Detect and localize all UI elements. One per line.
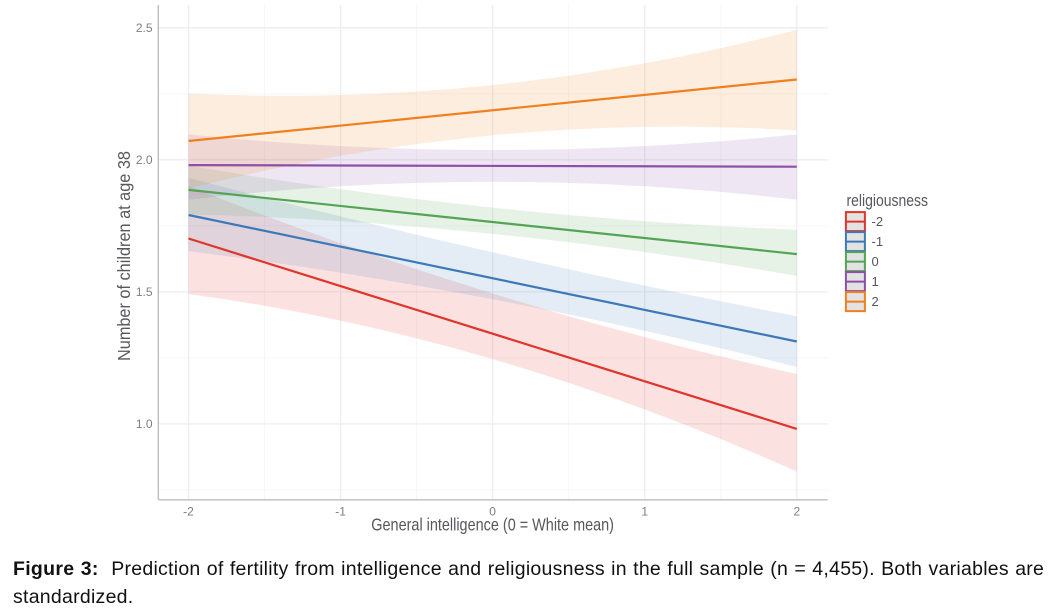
svg-text:1.5: 1.5 bbox=[136, 285, 153, 299]
svg-text:1: 1 bbox=[872, 274, 879, 289]
svg-text:religiousness: religiousness bbox=[847, 191, 929, 210]
svg-text:-1: -1 bbox=[872, 234, 884, 249]
svg-text:2.0: 2.0 bbox=[136, 153, 153, 167]
svg-text:1.0: 1.0 bbox=[136, 417, 153, 431]
svg-text:-1: -1 bbox=[335, 505, 346, 519]
svg-text:2.5: 2.5 bbox=[136, 21, 153, 35]
svg-text:Number of children at age 38: Number of children at age 38 bbox=[114, 151, 134, 361]
svg-text:2: 2 bbox=[793, 505, 800, 519]
svg-text:0: 0 bbox=[489, 505, 496, 519]
svg-text:1: 1 bbox=[641, 505, 648, 519]
svg-text:2: 2 bbox=[872, 294, 879, 309]
svg-text:General intelligence (0 = Whit: General intelligence (0 = White mean) bbox=[371, 514, 614, 534]
svg-text:0: 0 bbox=[872, 254, 879, 269]
svg-text:-2: -2 bbox=[872, 214, 884, 229]
svg-text:-2: -2 bbox=[183, 505, 194, 519]
